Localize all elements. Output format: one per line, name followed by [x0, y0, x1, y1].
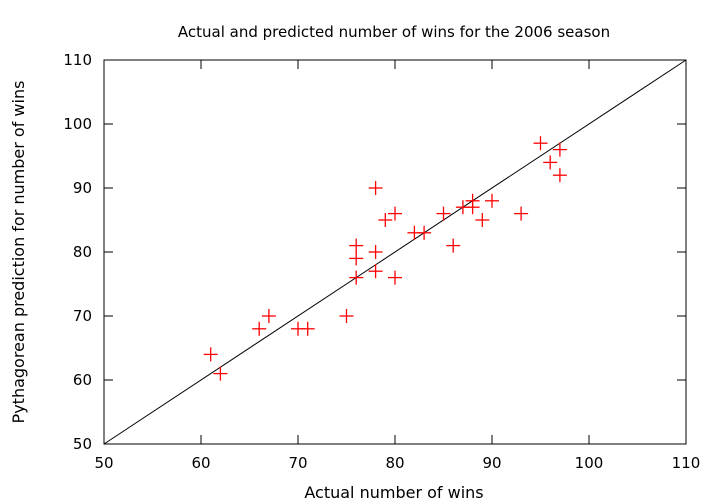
x-axis-label: Actual number of wins — [304, 483, 483, 502]
data-point — [349, 270, 364, 285]
data-point — [378, 213, 393, 227]
data-point — [349, 238, 364, 253]
data-point — [349, 251, 364, 266]
data-point — [514, 206, 529, 221]
data-point — [465, 200, 480, 215]
x-tick-label: 60 — [191, 454, 210, 472]
data-point — [213, 366, 228, 381]
x-tick-label: 110 — [672, 454, 701, 472]
data-point — [417, 225, 432, 240]
data-points — [203, 136, 567, 381]
axis-tick-labels: 50 60 70 80 90 100 110 50 60 70 80 90 100 110 — [63, 51, 700, 472]
data-point — [252, 321, 267, 336]
y-tick-label: 80 — [73, 243, 92, 261]
data-point — [368, 264, 383, 279]
y-tick-label: 110 — [63, 51, 92, 69]
data-point — [339, 309, 354, 323]
data-point — [475, 213, 490, 227]
data-point — [533, 136, 548, 151]
y-tick-label: 90 — [73, 179, 92, 197]
axis-ticks — [103, 59, 687, 445]
chart-title: Actual and predicted number of wins for … — [178, 23, 610, 41]
x-tick-label: 70 — [288, 454, 307, 472]
reference-line — [103, 59, 687, 445]
data-point — [485, 193, 499, 208]
data-point — [388, 270, 402, 285]
y-tick-label: 60 — [73, 371, 92, 389]
y-tick-label: 50 — [73, 435, 92, 453]
x-tick-label: 90 — [482, 454, 501, 472]
data-point — [446, 238, 461, 253]
data-point — [300, 321, 315, 336]
x-tick-label: 100 — [575, 454, 604, 472]
y-tick-label: 70 — [73, 307, 92, 325]
y-tick-label: 100 — [63, 115, 92, 133]
x-tick-label: 80 — [385, 454, 404, 472]
data-point — [368, 181, 383, 195]
data-point — [436, 206, 451, 221]
data-point — [203, 347, 218, 362]
data-point — [552, 142, 567, 157]
data-point — [368, 245, 383, 259]
data-point — [543, 155, 558, 170]
data-point — [552, 168, 567, 183]
data-point — [261, 309, 276, 323]
x-tick-label: 50 — [94, 454, 113, 472]
y-axis-label: Pythagorean prediction for number of win… — [9, 81, 28, 424]
data-point — [388, 206, 402, 221]
